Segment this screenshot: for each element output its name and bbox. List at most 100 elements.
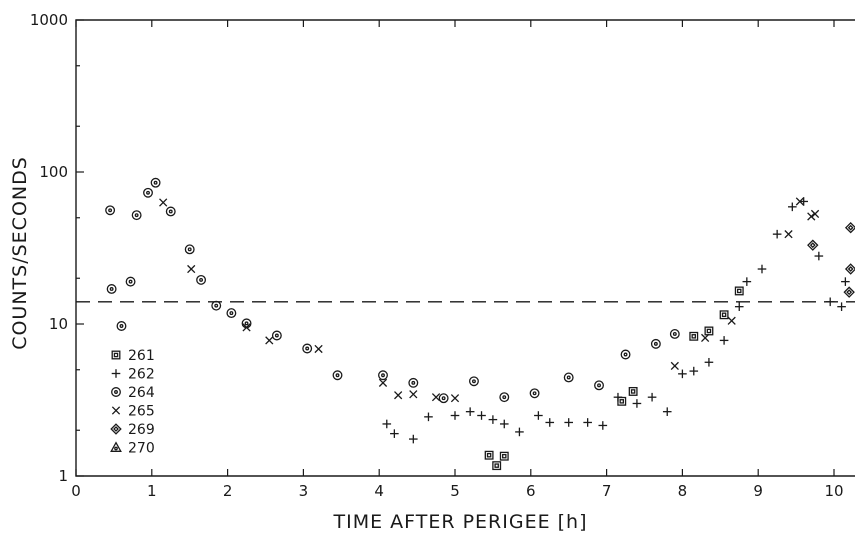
data-point-264-part (381, 373, 385, 378)
data-point-265 (727, 316, 736, 325)
data-point-264-part (196, 274, 207, 285)
data-point-265 (314, 344, 323, 354)
data-point-264-part (653, 341, 658, 346)
data-point-261 (689, 331, 699, 341)
y-axis-label: COUNTS/SECONDS (9, 156, 31, 350)
data-point-265-part (727, 316, 736, 325)
data-point-261-part (630, 389, 636, 394)
data-point-264 (594, 380, 604, 391)
data-point-264-part (105, 205, 116, 216)
data-point-261 (734, 286, 744, 296)
data-point-264 (620, 349, 631, 360)
data-point-261-part (628, 386, 638, 396)
y-tick-label: 1000 (30, 11, 68, 29)
data-point-261-part (689, 331, 699, 341)
data-point-264-part (199, 277, 204, 282)
data-point-262 (814, 251, 824, 261)
data-point-262 (632, 399, 642, 408)
plot-frame (75, 19, 855, 477)
data-point-262 (799, 197, 808, 206)
data-point-261-part (486, 452, 492, 458)
x-axis-label: TIME AFTER PERIGEE [h] (333, 511, 588, 533)
x-tick-label: 7 (602, 482, 612, 500)
data-point-265 (394, 391, 403, 400)
data-point-262 (583, 418, 592, 427)
data-point-262 (534, 411, 543, 420)
data-point-264 (106, 284, 117, 294)
data-point-264-part (125, 276, 136, 287)
data-point-269 (844, 221, 855, 234)
legend-label-261: 261 (128, 348, 155, 364)
data-point-264 (302, 343, 313, 354)
data-point-264 (196, 274, 207, 285)
data-point-261-part (502, 453, 507, 459)
data-point-264-part (211, 300, 222, 311)
data-point-264-part (116, 321, 127, 331)
legend-marker-270 (110, 441, 122, 452)
legend-marker-264-part (114, 390, 118, 394)
legend-marker-264 (111, 387, 121, 397)
data-point-265-part (670, 361, 679, 371)
data-point-264-part (226, 308, 237, 319)
data-point-261 (628, 386, 638, 396)
legend-marker-269-part (110, 423, 122, 435)
data-point-262 (564, 418, 573, 427)
data-point-264 (184, 244, 195, 255)
data-point-269-part (846, 289, 853, 296)
data-point-264-part (499, 392, 510, 403)
data-point-262 (837, 302, 846, 311)
data-point-264-part (408, 377, 419, 388)
data-point-269-part (844, 221, 855, 234)
legend-marker-261-part (111, 350, 121, 360)
data-point-264-part (153, 180, 158, 185)
data-point-261-part (721, 312, 727, 318)
data-point-264 (116, 321, 127, 331)
data-point-269-part (844, 263, 855, 275)
legend-marker-265-part (111, 406, 121, 415)
legend-marker-262 (111, 369, 121, 378)
data-point-262 (613, 392, 623, 402)
legend-marker-261 (111, 350, 121, 360)
y-tick-label: 10 (49, 315, 68, 333)
data-point-264 (211, 300, 222, 311)
data-point-264-part (566, 375, 571, 380)
data-point-264-part (441, 396, 446, 401)
x-tick-label: 5 (450, 482, 460, 500)
data-point-264-part (108, 208, 113, 213)
data-point-265-part (314, 344, 323, 354)
legend-marker-261-part (113, 352, 119, 358)
x-tick-label: 10 (824, 482, 843, 500)
data-point-261 (704, 326, 714, 336)
data-point-264-part (146, 190, 150, 195)
data-point-265-part (394, 391, 403, 400)
data-point-264 (408, 377, 419, 388)
data-point-269-part (847, 224, 854, 231)
data-point-264-part (438, 393, 449, 404)
data-point-264-part (563, 372, 574, 383)
data-point-264-part (274, 333, 279, 338)
legend-label-269: 269 (128, 422, 155, 438)
legend-marker-270-part (110, 441, 122, 452)
data-point-264-part (187, 247, 192, 252)
data-point-265-part (784, 230, 793, 239)
data-point-262 (757, 264, 767, 274)
data-point-264-part (302, 343, 313, 354)
data-point-264 (150, 177, 161, 188)
data-point-262 (704, 357, 714, 367)
data-point-262 (742, 277, 752, 286)
data-point-264-part (623, 352, 628, 357)
data-point-262 (647, 392, 657, 402)
data-point-265-part (431, 393, 441, 402)
data-point-264-part (620, 349, 631, 360)
data-point-264 (669, 329, 680, 339)
data-point-264-part (378, 370, 388, 381)
data-point-264-part (469, 376, 479, 387)
data-point-262 (450, 411, 460, 420)
legend-label-270: 270 (128, 441, 155, 457)
data-point-261-part (499, 451, 509, 461)
data-point-261-part (734, 286, 744, 296)
data-point-261-part (484, 450, 494, 460)
data-point-264-part (597, 383, 601, 388)
y-tick-label: 100 (39, 163, 68, 181)
